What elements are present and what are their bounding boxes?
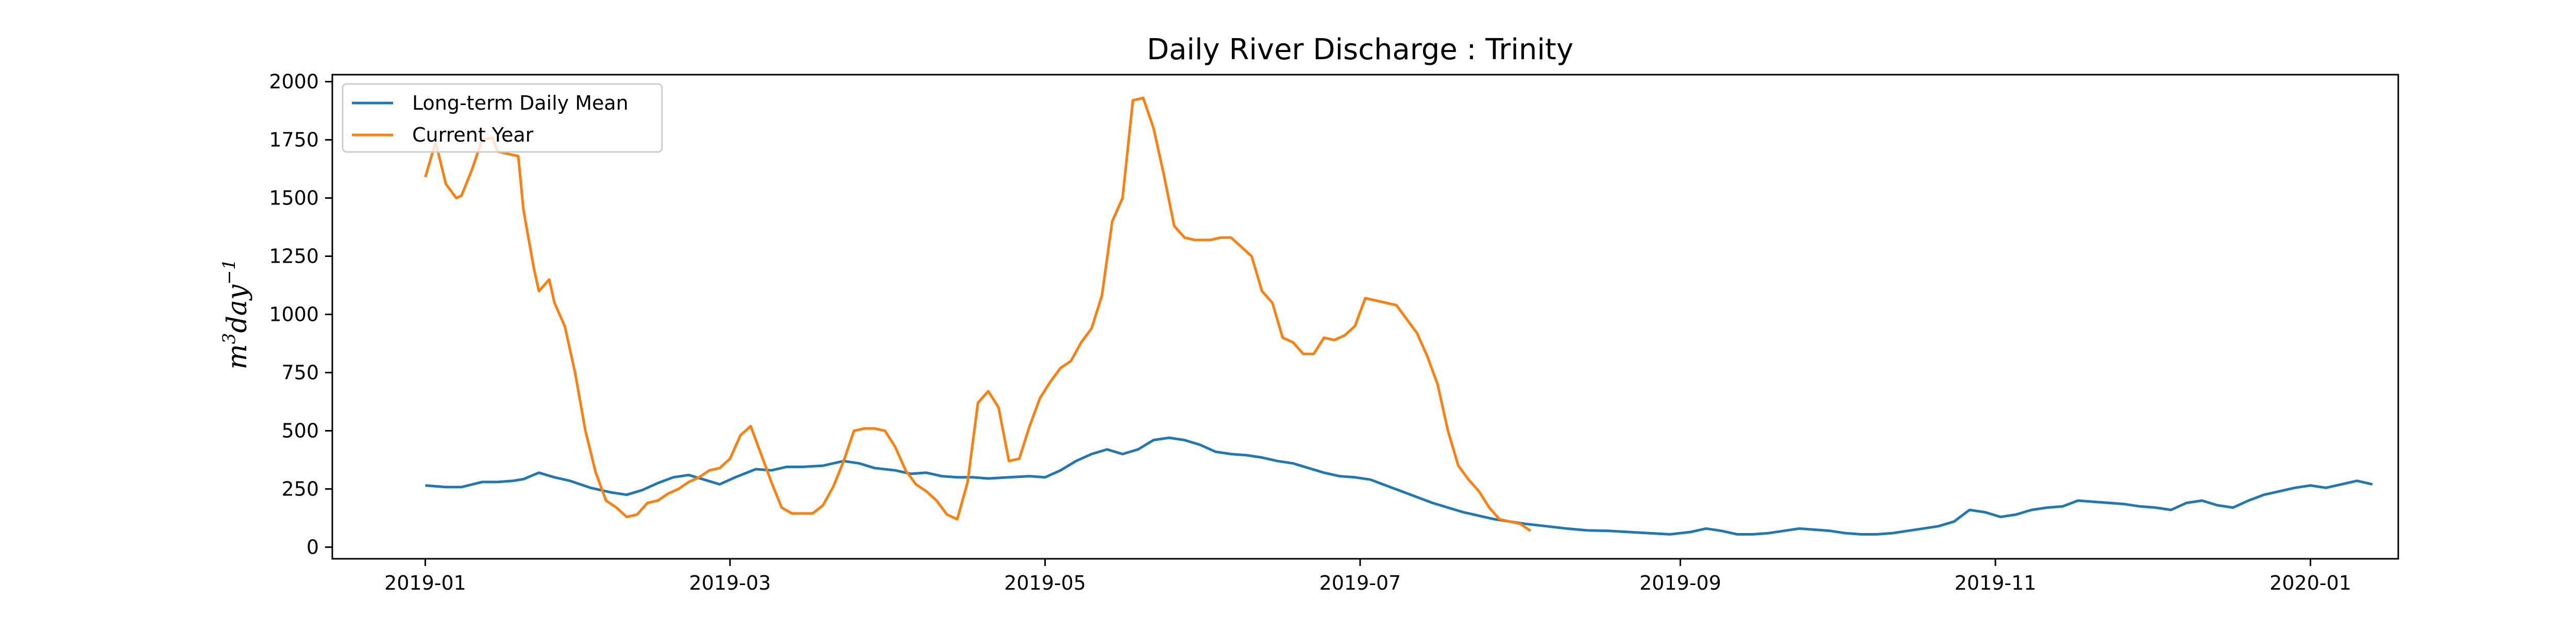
series-line-2 — [424, 96, 1532, 532]
y-tick-label: 1250 — [269, 245, 319, 268]
plot-frame — [331, 74, 2399, 560]
y-tick-label: 0 — [307, 536, 319, 558]
svg-text:m3day−1: m3day−1 — [219, 259, 253, 370]
y-tick-label: 250 — [281, 477, 319, 500]
y-axis-label-sup2: −1 — [219, 259, 240, 285]
y-axis-ticks: 0 250 500 750 1000 1250 1500 1750 2000 — [269, 71, 332, 558]
x-tick-label: 2020-01 — [2269, 572, 2351, 594]
x-tick-label: 2019-01 — [384, 572, 466, 594]
y-tick-label: 1000 — [269, 303, 319, 325]
y-tick-label: 750 — [281, 361, 319, 384]
y-tick-label: 1500 — [269, 187, 319, 210]
series-line-1 — [425, 436, 2373, 536]
x-tick-label: 2019-11 — [1955, 572, 2037, 594]
y-tick-label: 500 — [281, 419, 319, 442]
x-tick-label: 2019-09 — [1639, 572, 1721, 594]
plot-area — [331, 74, 2399, 560]
chart-title: Daily River Discharge : Trinity — [1147, 33, 1573, 66]
y-axis-label-mid: day — [222, 284, 253, 333]
x-tick-label: 2019-07 — [1319, 572, 1401, 594]
legend-label: Current Year — [412, 124, 534, 146]
x-axis-ticks: 2019-01 2019-03 2019-05 2019-07 2019-09 2019-… — [384, 559, 2351, 594]
y-axis-label: m3day−1 — [219, 259, 253, 370]
y-axis-label-base: m — [222, 344, 253, 369]
y-axis-label-sup1: 3 — [219, 333, 240, 344]
legend: Long-term Daily Mean Current Year — [342, 83, 663, 153]
y-tick-label: 1750 — [269, 129, 319, 151]
legend-label: Long-term Daily Mean — [412, 92, 629, 114]
x-tick-label: 2019-03 — [689, 572, 771, 594]
x-tick-label: 2019-05 — [1004, 572, 1086, 594]
legend-box — [342, 83, 663, 153]
y-tick-label: 2000 — [269, 71, 319, 93]
